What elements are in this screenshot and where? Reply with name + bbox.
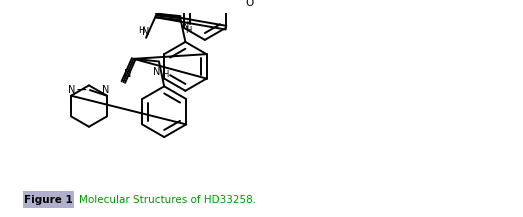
Text: N: N [69,85,76,95]
Text: H: H [138,26,144,35]
Text: H: H [162,70,168,79]
Text: H: H [185,26,191,35]
Text: N: N [124,69,132,79]
Text: Molecular Structures of HD33258.: Molecular Structures of HD33258. [78,195,256,205]
Text: O: O [246,0,254,8]
Text: N: N [153,67,161,77]
Text: Figure 1: Figure 1 [24,195,73,205]
Text: −: − [75,83,87,97]
FancyBboxPatch shape [22,191,74,208]
Text: N: N [182,21,189,31]
Text: N: N [103,85,110,95]
Text: N: N [142,27,150,37]
